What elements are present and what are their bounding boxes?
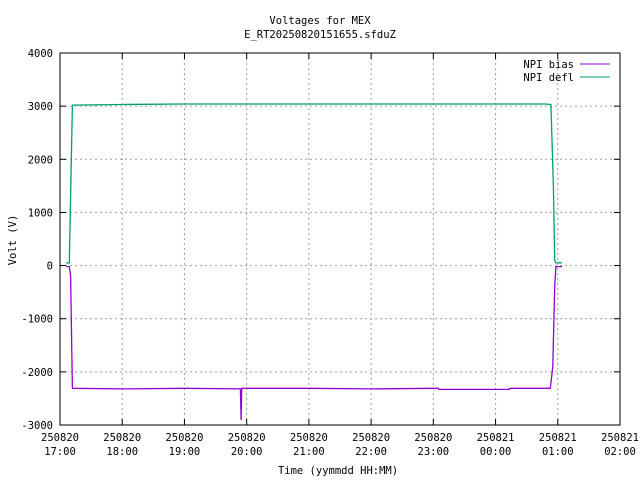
y-tick-label: -1000 [21,314,53,326]
x-tick-label-date: 250820 [228,432,266,444]
legend-label-npi-bias: NPI bias [523,59,574,71]
x-tick-label-date: 250820 [165,432,203,444]
x-tick-label-date: 250821 [539,432,577,444]
y-tick-label: 0 [47,261,53,273]
x-tick-label-time: 17:00 [44,446,76,458]
x-tick-label-time: 22:00 [355,446,387,458]
x-tick-label-time: 23:00 [418,446,450,458]
x-tick-label-time: 01:00 [542,446,574,458]
y-tick-label: -2000 [21,367,53,379]
x-axis-label: Time (yymmdd HH:MM) [278,465,398,477]
y-tick-label: 4000 [28,48,53,60]
y-tick-label: 2000 [28,154,53,166]
x-tick-label-date: 250821 [601,432,639,444]
x-tick-label-time: 00:00 [480,446,512,458]
series-line-npi-bias [66,265,563,421]
x-tick-label-time: 02:00 [604,446,636,458]
series-layer [66,103,563,421]
x-tick-label-date: 250820 [352,432,390,444]
x-tick-label-date: 250820 [414,432,452,444]
y-tick-label: 1000 [28,207,53,219]
axis-ticks: -3000 -2000 -1000 0 1000 2000 3000 4000 250820 17… [21,48,639,458]
series-line-npi-defl [66,103,563,264]
x-tick-label-date: 250821 [477,432,515,444]
x-tick-label-date: 250820 [103,432,141,444]
plot-frame [59,52,621,426]
x-tick-label-time: 19:00 [169,446,201,458]
x-tick-label-date: 250820 [290,432,328,444]
x-tick-label-time: 21:00 [293,446,325,458]
legend-label-npi-defl: NPI defl [523,72,574,84]
y-axis-label: Volt (V) [7,215,19,266]
y-tick-label: 3000 [28,101,53,113]
x-tick-label-time: 20:00 [231,446,263,458]
legend: NPI bias NPI defl [523,59,610,84]
x-tick-label-time: 18:00 [106,446,138,458]
grid-lines [60,53,620,425]
y-tick-label: -3000 [21,420,53,432]
x-tick-label-date: 250820 [41,432,79,444]
chart-title: Voltages for MEX [269,15,371,27]
chart-subtitle: E_RT20250820151655.sfduZ [244,29,396,41]
